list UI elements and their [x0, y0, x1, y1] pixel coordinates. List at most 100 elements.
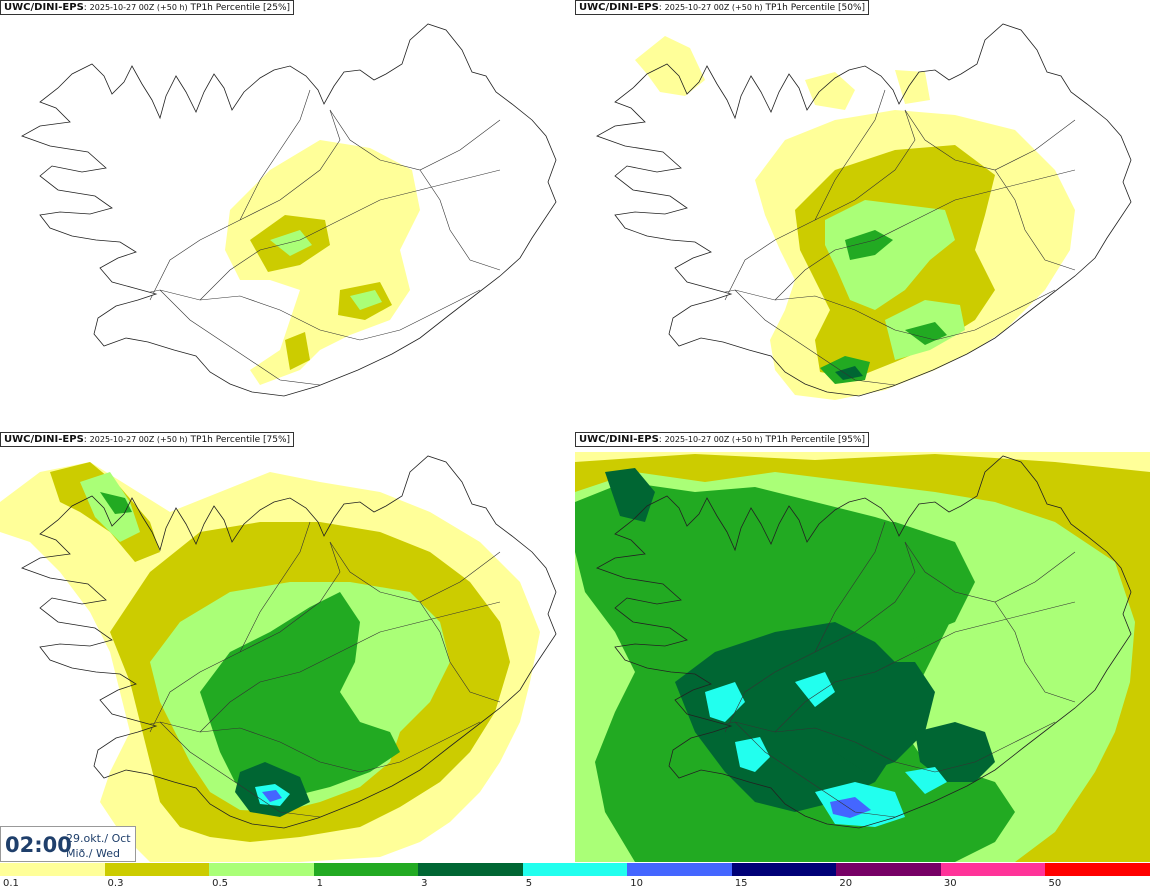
parameter-name: TP1h Percentile [95%]	[765, 435, 866, 445]
road-network	[111, 89, 501, 386]
precip-contour	[845, 230, 893, 260]
precip-contour	[605, 468, 655, 522]
model-name: UWC/DINI-EPS	[579, 434, 659, 445]
legend-swatch	[522, 863, 629, 876]
precip-contour	[805, 72, 855, 110]
precip-field	[225, 140, 420, 385]
parameter-name: TP1h Percentile [25%]	[190, 3, 291, 13]
legend-swatch	[940, 863, 1047, 876]
legend-tick-label: 1	[316, 878, 323, 889]
precip-contour	[825, 200, 955, 310]
road-line	[149, 109, 341, 301]
run-time: 2025-10-27 00Z (+50 h)	[89, 435, 188, 444]
road-line	[994, 169, 1076, 271]
road-line	[734, 289, 896, 386]
road-line	[419, 601, 501, 703]
precip-contour	[905, 767, 947, 794]
road-line	[774, 601, 1076, 733]
valid-date: 29.okt./ Oct Mið./ Wed	[66, 831, 131, 861]
road-line	[159, 289, 321, 386]
precip-contour	[100, 492, 132, 514]
coastline	[21, 23, 557, 397]
precip-contour	[825, 662, 935, 772]
parameter-name: TP1h Percentile [75%]	[190, 435, 291, 445]
legend-swatch	[313, 863, 420, 876]
valid-date-line2: Mið./ Wed	[66, 847, 120, 860]
road-line	[199, 601, 501, 733]
legend-swatch	[731, 863, 838, 876]
panel-title: UWC/DINI-EPS: 2025-10-27 00Z (+50 h) TP1…	[575, 432, 870, 447]
legend-tick-label: 10	[630, 878, 643, 889]
legend-tick-label: 20	[839, 878, 853, 889]
road-line	[814, 521, 886, 653]
road-line	[724, 109, 916, 301]
precip-map-p95	[575, 452, 1150, 862]
map-panel-p75: UWC/DINI-EPS: 2025-10-27 00Z (+50 h) TP1…	[0, 432, 575, 862]
precip-contour	[225, 140, 420, 385]
model-name: UWC/DINI-EPS	[4, 434, 84, 445]
legend-swatch	[836, 863, 942, 876]
run-time: 2025-10-27 00Z (+50 h)	[664, 435, 763, 444]
precip-field	[635, 36, 1075, 400]
legend-tick-label: 15	[734, 878, 748, 889]
precip-contour	[635, 36, 705, 96]
parameter-name: TP1h Percentile [50%]	[765, 3, 866, 13]
legend-swatch	[0, 863, 106, 876]
model-name: UWC/DINI-EPS	[579, 2, 659, 13]
road-line	[904, 541, 1076, 603]
precip-contour	[270, 230, 312, 256]
road-line	[329, 541, 501, 603]
road-line	[329, 109, 501, 171]
map-panel-p95: UWC/DINI-EPS: 2025-10-27 00Z (+50 h) TP1…	[575, 432, 1150, 862]
model-name: UWC/DINI-EPS	[4, 2, 84, 13]
road-line	[994, 601, 1076, 703]
legend-tick-label: 50	[1048, 878, 1062, 889]
precip-contour	[835, 366, 863, 380]
coastline	[596, 23, 1132, 397]
precip-map-p75	[0, 455, 557, 862]
road-network	[686, 521, 1076, 818]
precip-map-p25	[21, 23, 557, 397]
legend-tick-label: 5	[525, 878, 533, 889]
legend-tick-label: 30	[943, 878, 957, 889]
road-line	[111, 721, 481, 773]
valid-time: 02:00	[5, 833, 72, 857]
valid-time-box: 02:00 29.okt./ Oct Mið./ Wed	[0, 826, 136, 862]
map-panel-p50: UWC/DINI-EPS: 2025-10-27 00Z (+50 h) TP1…	[575, 0, 1150, 430]
road-line	[724, 541, 916, 733]
legend-tick-label: 0.3	[107, 878, 124, 889]
precip-field	[0, 462, 540, 862]
coastline	[21, 455, 557, 829]
legend-tick-label: 0.1	[3, 878, 19, 889]
road-line	[734, 721, 896, 818]
precip-contour	[895, 70, 930, 104]
road-line	[199, 169, 501, 301]
legend-tick-label: 3	[421, 878, 428, 889]
valid-date-line1: 29.okt./ Oct	[66, 832, 131, 845]
precip-map-p50	[596, 23, 1132, 400]
precip-contour	[200, 592, 400, 802]
legend-tick-label: 0.5	[212, 878, 228, 889]
road-line	[111, 289, 481, 341]
legend-swatch	[209, 863, 315, 876]
coastline	[596, 455, 1132, 829]
legend-swatch	[1045, 863, 1150, 876]
precip-contour	[905, 322, 947, 345]
legend-swatch	[104, 863, 211, 876]
precip-contour	[285, 332, 310, 370]
legend-swatch	[627, 863, 733, 876]
run-time: 2025-10-27 00Z (+50 h)	[664, 3, 763, 12]
road-line	[686, 289, 1056, 341]
road-line	[159, 721, 321, 818]
road-line	[239, 89, 311, 221]
precip-contour	[775, 522, 975, 642]
precip-contour	[735, 737, 770, 772]
precip-contour	[795, 672, 835, 707]
precip-contour	[262, 790, 282, 802]
road-network	[111, 521, 501, 818]
map-panel-p25: UWC/DINI-EPS: 2025-10-27 00Z (+50 h) TP1…	[0, 0, 575, 430]
road-network	[686, 89, 1076, 386]
precip-field	[575, 452, 1150, 862]
panel-title: UWC/DINI-EPS: 2025-10-27 00Z (+50 h) TP1…	[0, 432, 295, 447]
